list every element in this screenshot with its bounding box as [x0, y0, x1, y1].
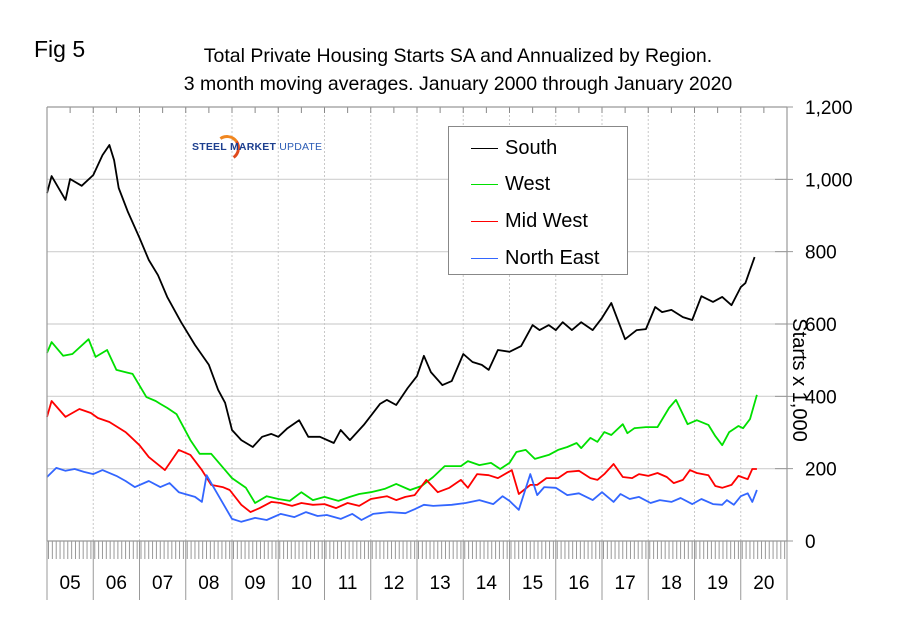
y-tick-label: 400 — [805, 387, 837, 408]
grid — [47, 107, 787, 541]
y-tick-label: 200 — [805, 460, 837, 481]
x-tick-label: 10 — [291, 573, 312, 594]
y-tick-label: 800 — [805, 243, 837, 264]
chart-title: Total Private Housing Starts SA and Annu… — [118, 42, 798, 98]
legend-label-west: West — [505, 172, 551, 195]
series-line-north-east — [46, 466, 758, 523]
logo-word-update: UPDATE — [279, 141, 323, 153]
logo-word-steel: STEEL — [192, 141, 227, 153]
chart-title-line-1: Total Private Housing Starts SA and Annu… — [203, 45, 713, 67]
y-tick-label: 600 — [805, 315, 837, 336]
steel-market-update-logo: STEEL MARKET UPDATE — [192, 141, 322, 153]
chart-title-line-2: 3 month moving averages. January 2000 th… — [183, 73, 733, 95]
logo-word-market: MARKET — [229, 141, 277, 153]
series-line-mid-west — [46, 400, 757, 513]
y-tick-labels: 0 200 400 600 800 1,000 1,200 — [805, 98, 853, 553]
x-tick-label: 16 — [568, 573, 589, 594]
x-tick-label: 09 — [245, 573, 266, 594]
figure-label: Fig 5 — [34, 36, 86, 62]
x-tick-labels: 05 06 07 08 09 10 11 12 13 14 15 16 17 18 19 20 — [60, 573, 775, 594]
x-tick-label: 11 — [338, 573, 358, 594]
x-tick-label: 19 — [707, 573, 728, 594]
x-tick-label: 15 — [522, 573, 543, 594]
legend-swatch-south — [471, 147, 498, 149]
x-tick-label: 07 — [152, 573, 173, 594]
y-tick-label: 1,000 — [805, 170, 853, 191]
y-tick-label: 1,200 — [805, 98, 853, 119]
x-tick-label: 14 — [476, 573, 498, 594]
legend-item-west: West — [471, 172, 550, 196]
legend-item-mid-west: Mid West — [471, 209, 588, 233]
x-tick-label: 18 — [661, 573, 682, 594]
legend-label-south: South — [505, 136, 558, 159]
legend: South West Mid West North East — [448, 126, 628, 275]
y-tick-label: 0 — [805, 532, 816, 553]
series-line-south — [46, 144, 756, 448]
legend-item-north-east: North East — [471, 246, 599, 270]
legend-item-south: South — [471, 136, 557, 160]
x-tick-label: 05 — [60, 573, 81, 594]
axes — [46, 106, 788, 542]
legend-swatch-mid-west — [471, 220, 498, 222]
axis-ticks — [46, 106, 793, 600]
x-tick-label: 06 — [106, 573, 127, 594]
x-tick-label: 17 — [615, 573, 636, 594]
legend-label-mid-west: Mid West — [505, 209, 588, 232]
x-tick-label: 20 — [753, 573, 774, 594]
y-axis-label: Starts x 1,000 — [788, 318, 810, 442]
series-lines — [46, 144, 758, 523]
legend-label-north-east: North East — [505, 246, 600, 269]
x-tick-label: 12 — [383, 573, 404, 594]
series-line-west — [46, 338, 758, 504]
x-tick-label: 13 — [430, 573, 451, 594]
x-tick-label: 08 — [198, 573, 219, 594]
legend-swatch-north-east — [471, 257, 498, 259]
legend-swatch-west — [471, 183, 498, 185]
